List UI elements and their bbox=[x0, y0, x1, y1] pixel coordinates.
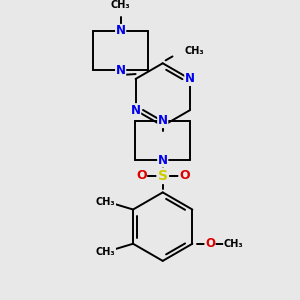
Text: CH₃: CH₃ bbox=[184, 46, 204, 56]
Text: CH₃: CH₃ bbox=[224, 239, 243, 249]
Text: N: N bbox=[185, 72, 195, 86]
Text: O: O bbox=[136, 169, 146, 182]
Text: CH₃: CH₃ bbox=[111, 0, 130, 10]
Text: O: O bbox=[179, 169, 190, 182]
Text: N: N bbox=[158, 154, 168, 166]
Text: CH₃: CH₃ bbox=[96, 197, 116, 207]
Text: CH₃: CH₃ bbox=[96, 247, 116, 256]
Text: N: N bbox=[158, 115, 168, 128]
Text: S: S bbox=[158, 169, 168, 183]
Text: N: N bbox=[130, 104, 141, 117]
Text: N: N bbox=[116, 25, 126, 38]
Text: N: N bbox=[116, 64, 126, 76]
Text: O: O bbox=[205, 237, 215, 250]
